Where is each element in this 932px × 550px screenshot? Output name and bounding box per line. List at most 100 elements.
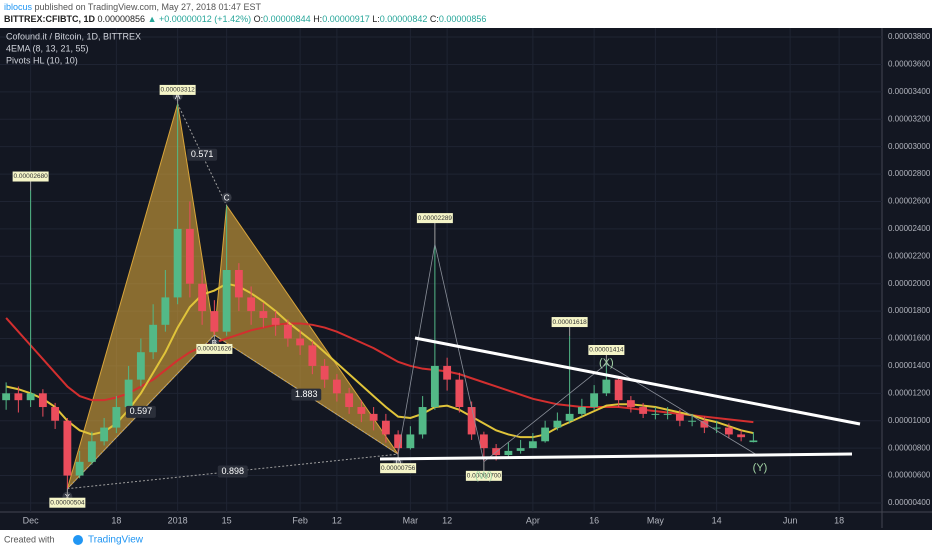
candle-body: [87, 441, 96, 462]
candle-body: [332, 379, 341, 394]
trend-line: [414, 336, 861, 426]
ratio-label-bg: [217, 465, 248, 478]
y-tick-label: 0.00003200: [888, 114, 931, 123]
author[interactable]: iblocus: [4, 2, 33, 12]
x-tick-label: 12: [332, 515, 342, 525]
candle-body: [26, 393, 35, 401]
pivot-label-bg: [196, 343, 233, 354]
candle-body: [198, 283, 207, 312]
pattern-ratio-line: [67, 334, 215, 490]
candle-body: [357, 407, 366, 414]
candle-body: [712, 427, 721, 429]
candle-body: [504, 450, 513, 455]
candle-body: [369, 413, 378, 421]
plot: 0.5970.5711.8830.898XABCD0.000026800.000…: [0, 28, 882, 512]
pivot-label: 0.00000504: [50, 499, 85, 506]
c-label: C:: [430, 14, 439, 24]
y-tick-label: 0.00001000: [888, 416, 931, 425]
candle-body: [430, 365, 439, 408]
y-tick-label: 0.00000400: [888, 498, 931, 507]
candle-body: [688, 420, 697, 422]
pivot-label: 0.00002680: [13, 173, 48, 180]
symbol: BITTREX:CFIBTC, 1D: [4, 14, 95, 24]
pattern-point: [221, 192, 232, 203]
y-tick-label: 0.00002800: [888, 169, 931, 178]
pivot-label: 0.00002289: [418, 215, 453, 222]
wave-label: (W): [475, 470, 493, 482]
ratio-label: 0.597: [130, 406, 153, 416]
candle-body: [149, 324, 158, 353]
x-tick-label: 16: [589, 515, 599, 525]
wave-label: (X): [599, 357, 614, 369]
change: ▲ +0.00000012 (+1.42%): [148, 14, 251, 24]
candle-body: [577, 407, 586, 414]
x-tick-label: 12: [442, 515, 452, 525]
published-line: iblocus published on TradingView.com, Ma…: [4, 2, 262, 12]
last: 0.00000856: [98, 14, 146, 24]
quote-line: BITTREX:CFIBTC, 1D 0.00000856 ▲ +0.00000…: [4, 14, 486, 24]
candle-body: [345, 393, 354, 408]
candle-body: [185, 228, 194, 284]
candle-body: [553, 420, 562, 428]
x-tick-label: Jun: [783, 515, 798, 525]
candle-body: [100, 427, 109, 442]
candle-body: [443, 365, 452, 380]
candle-body: [394, 434, 403, 449]
candle-body: [602, 379, 611, 394]
candle-body: [700, 420, 709, 428]
footer-bg: [0, 530, 932, 550]
ratio-label-bg: [125, 405, 156, 418]
ratio-label: 0.571: [191, 149, 214, 159]
x-tick-label: May: [647, 515, 665, 525]
candle-body: [479, 434, 488, 449]
candle-body: [75, 461, 84, 476]
candle-body: [737, 434, 746, 438]
pivot-label-bg: [159, 84, 196, 95]
pivot-label-bg: [49, 497, 86, 508]
candle-body: [455, 379, 464, 408]
candle-body: [296, 338, 305, 346]
brand[interactable]: TradingView: [88, 535, 144, 546]
candle-body: [614, 379, 623, 401]
x-tick-label: 18: [834, 515, 844, 525]
pivot-label: 0.00000756: [381, 465, 416, 472]
candle-body: [651, 413, 660, 415]
candle-body: [541, 427, 550, 442]
candle-body: [675, 413, 684, 421]
candle-body: [63, 420, 72, 476]
candle-body: [639, 407, 648, 414]
candle-body: [418, 407, 427, 435]
ratio-label: 1.883: [295, 389, 318, 399]
y-tick-label: 0.00001600: [888, 334, 931, 343]
candle-body: [247, 297, 256, 312]
x-tick-label: 2018: [168, 515, 188, 525]
pivot-label-bg: [380, 463, 417, 474]
candle-body: [626, 400, 635, 408]
ratio-label-bg: [291, 388, 322, 401]
wave-line: [397, 244, 758, 463]
candle-body: [2, 393, 11, 401]
candle-body: [406, 434, 415, 449]
candle-body: [283, 324, 292, 339]
x-tick-label: 18: [111, 515, 121, 525]
y-tick-label: 0.00002400: [888, 224, 931, 233]
open: 0.00000844: [263, 14, 311, 24]
candle-body: [234, 270, 243, 298]
x-tick-label: Feb: [292, 515, 308, 525]
pivot-label-bg: [12, 171, 49, 182]
candle-body: [222, 270, 231, 332]
candle-body: [51, 407, 60, 421]
candle-body: [381, 420, 390, 435]
y-tick-label: 0.00002600: [888, 197, 931, 206]
l-label: L:: [372, 14, 380, 24]
chart-title: Cofound.it / Bitcoin, 1D, BITTREX: [6, 31, 141, 41]
candle-body: [124, 379, 133, 408]
published: published on TradingView.com, May 27, 20…: [35, 2, 262, 12]
brand-logo: [73, 535, 83, 545]
candle-body: [259, 311, 268, 318]
y-tick-label: 0.00003400: [888, 87, 931, 96]
y-tick-label: 0.00001800: [888, 306, 931, 315]
y-tick-label: 0.00003000: [888, 142, 931, 151]
pivot-label: 0.00003312: [160, 87, 195, 94]
